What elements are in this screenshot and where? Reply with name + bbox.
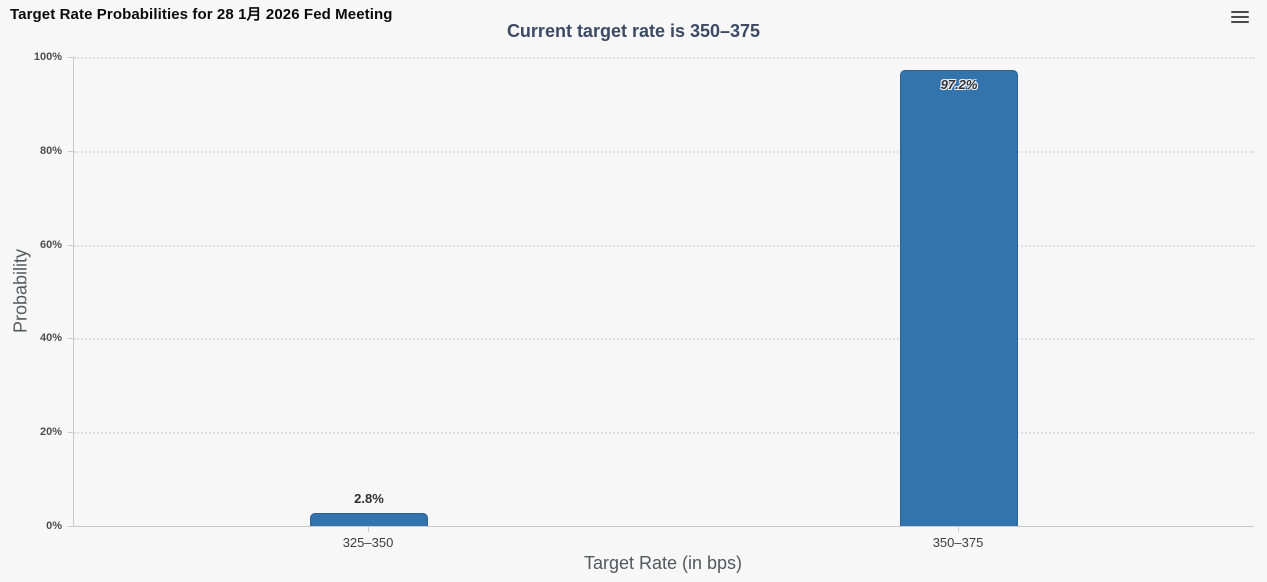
chart-subtitle: Current target rate is 350–375 bbox=[506, 21, 761, 41]
y-tick-label-60: 60% bbox=[39, 238, 62, 251]
x-axis-title: Target Rate (in bps) bbox=[583, 553, 743, 573]
y-tick-label-40: 40% bbox=[39, 332, 62, 345]
x-category-label-350–375: 350–375 bbox=[932, 535, 984, 550]
gridline-80 bbox=[74, 150, 1254, 153]
chart-context-menu-button[interactable] bbox=[1228, 7, 1252, 27]
y-axis-title: Probability bbox=[10, 248, 31, 334]
y-tick-label-20: 20% bbox=[39, 426, 62, 439]
x-category-label-325–350: 325–350 bbox=[342, 535, 394, 550]
y-tick-label-100: 100% bbox=[33, 51, 62, 63]
plot-area: 2.8% 97.2% bbox=[73, 57, 1254, 527]
gridline-20 bbox=[74, 432, 1254, 435]
y-tick-mark bbox=[68, 150, 73, 152]
y-tick-mark bbox=[68, 244, 73, 246]
x-tick-mark bbox=[368, 527, 369, 532]
x-tick-mark bbox=[958, 527, 959, 532]
hamburger-menu-icon bbox=[1231, 15, 1249, 19]
gridline-40 bbox=[74, 338, 1254, 341]
bar-350–375[interactable] bbox=[900, 70, 1018, 526]
gridline-60 bbox=[74, 244, 1254, 247]
y-tick-mark bbox=[68, 57, 73, 58]
hamburger-menu-icon bbox=[1231, 20, 1249, 24]
bar-value-label-350–375: 97.2% bbox=[940, 77, 978, 93]
y-tick-label-80: 80% bbox=[39, 144, 62, 157]
y-tick-mark bbox=[68, 432, 73, 434]
chart-title: Target Rate Probabilities for 28 1月 2026… bbox=[10, 6, 393, 23]
hamburger-menu-icon bbox=[1231, 10, 1249, 14]
gridline-100 bbox=[74, 57, 1254, 59]
bar-value-label-325–350: 2.8% bbox=[354, 490, 384, 506]
y-tick-label-0: 0% bbox=[46, 520, 62, 532]
bar-325–350[interactable] bbox=[310, 512, 428, 526]
y-tick-mark bbox=[68, 338, 73, 340]
y-tick-mark bbox=[68, 526, 73, 527]
